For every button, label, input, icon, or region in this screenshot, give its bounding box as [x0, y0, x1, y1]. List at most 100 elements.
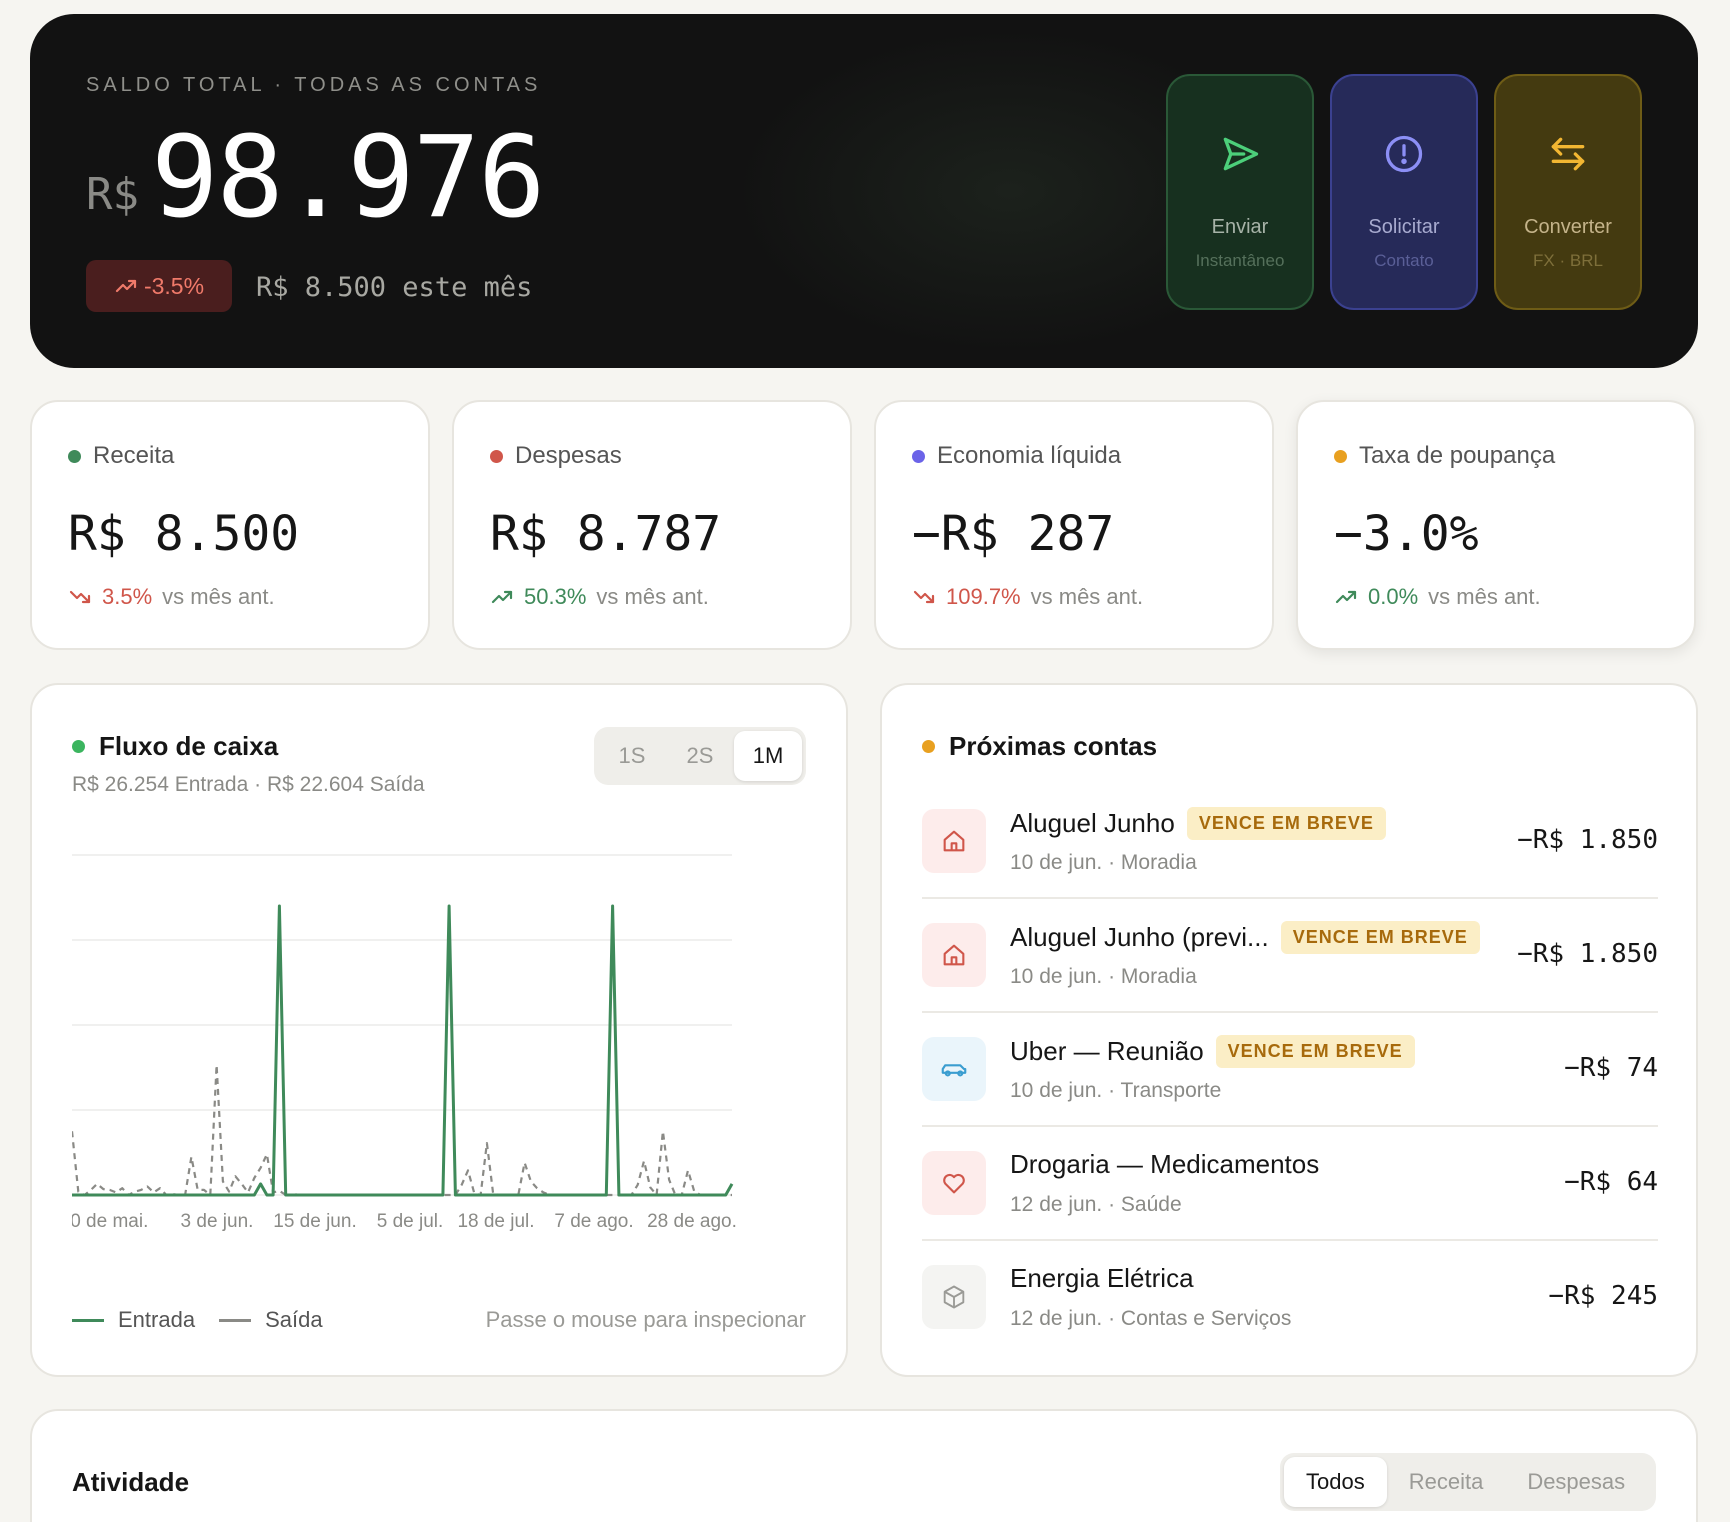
x-tick-label: 15 de jun. — [273, 1211, 356, 1232]
heart-icon — [943, 1173, 965, 1194]
stat-value: R$ 8.500 — [68, 506, 300, 562]
legend-entrada-swatch — [72, 1318, 104, 1322]
bill-item[interactable]: Uber — Reunião VENCE EM BREVE 10 de jun. … — [922, 1013, 1658, 1127]
trend-up-icon — [491, 590, 513, 604]
activity-card: Atividade Todos Receita Despesas — [30, 1409, 1698, 1522]
box-icon — [943, 1285, 965, 1309]
balance-value: 98.976 — [150, 113, 546, 243]
legend-saida: Saída — [265, 1307, 323, 1332]
legend-saida-swatch — [219, 1318, 252, 1322]
range-2s[interactable]: 2S — [686, 743, 714, 768]
stat-value: R$ 8.787 — [490, 506, 722, 562]
bill-meta: 12 de jun. · Contas e Serviços — [1010, 1307, 1292, 1330]
bill-item[interactable]: Drogaria — Medicamentos 12 de jun. · Saú… — [922, 1127, 1658, 1241]
receita-dot — [68, 449, 81, 463]
upcoming-bills-card: Próximas contas Aluguel Junho VENCE EM BR… — [880, 683, 1698, 1377]
stat-label: Economia líquida — [937, 442, 1122, 469]
stat-label: Despesas — [515, 442, 622, 469]
send-sub: Instantâneo — [1195, 251, 1285, 270]
trend-down-icon — [913, 590, 935, 604]
request-button[interactable]: Solicitar Contato — [1330, 74, 1478, 310]
send-button[interactable]: Enviar Instantâneo — [1166, 74, 1314, 310]
bill-name: Uber — Reunião — [1010, 1036, 1204, 1066]
send-label: Enviar — [1211, 216, 1269, 238]
bills-title: Próximas contas — [949, 731, 1158, 761]
stat-card-poupanca: Taxa de poupança −3.0% 0.0% vs mês ant. — [1296, 400, 1696, 650]
stat-change: 3.5% — [102, 584, 153, 609]
x-tick-label: 10 de mai. — [72, 1211, 148, 1232]
filter-despesas[interactable]: Despesas — [1527, 1469, 1626, 1494]
car-icon — [941, 1064, 967, 1077]
range-selector: 1S 2S 1M — [594, 727, 806, 785]
request-label: Solicitar — [1368, 216, 1440, 238]
bill-amount: −R$ 1.850 — [1517, 939, 1658, 969]
activity-filter: Todos Receita Despesas — [1280, 1453, 1656, 1511]
stat-label: Taxa de poupança — [1359, 442, 1556, 469]
stat-value: −R$ 287 — [912, 506, 1115, 562]
range-1s[interactable]: 1S — [618, 743, 646, 768]
stat-change: 0.0% — [1368, 584, 1419, 609]
due-soon-badge: VENCE EM BREVE — [1186, 807, 1386, 840]
stat-value: −3.0% — [1334, 506, 1479, 562]
balance-hero: SALDO TOTAL · TODAS AS CONTAS R$ 98.976 … — [30, 14, 1698, 368]
stat-card-despesas: Despesas R$ 8.787 50.3% vs mês ant. — [452, 400, 852, 650]
filter-receita[interactable]: Receita — [1408, 1469, 1484, 1494]
stat-label: Receita — [93, 442, 175, 469]
stat-card-economia: Economia líquida −R$ 287 109.7% vs mês a… — [874, 400, 1274, 650]
series-line-entrada — [72, 904, 734, 1197]
bill-meta: 10 de jun. · Moradia — [1010, 965, 1197, 988]
stat-vs: vs mês ant. — [596, 584, 709, 609]
despesas-dot — [490, 449, 503, 463]
bill-name: Aluguel Junho (previ... — [1010, 922, 1269, 952]
x-tick-label: 3 de jun. — [181, 1211, 254, 1232]
activity-title: Atividade — [72, 1467, 190, 1497]
cashflow-title: Fluxo de caixa — [99, 731, 279, 761]
bill-item[interactable]: Aluguel Junho (previ... VENCE EM BREVE 10… — [922, 899, 1658, 1013]
alert-circle-icon — [1385, 135, 1423, 173]
x-tick-label: 28 de ago. — [647, 1211, 737, 1232]
due-soon-badge: VENCE EM BREVE — [1280, 921, 1480, 954]
economia-dot — [912, 449, 925, 463]
series-line-saída — [72, 1063, 732, 1197]
filter-todos[interactable]: Todos — [1284, 1457, 1387, 1507]
bill-meta: 10 de jun. · Moradia — [1010, 851, 1197, 874]
x-tick-label: 5 de jul. — [377, 1211, 444, 1232]
stat-vs: vs mês ant. — [1030, 584, 1144, 609]
balance-label: SALDO TOTAL · TODAS AS CONTAS — [86, 74, 542, 96]
cashflow-subtitle: R$ 26.254 Entrada · R$ 22.604 Saída — [72, 773, 425, 796]
stat-vs: vs mês ant. — [1428, 584, 1541, 609]
x-tick-label: 18 de jul. — [457, 1211, 534, 1232]
convert-button[interactable]: Converter FX · BRL — [1494, 74, 1642, 310]
chart-legend: Entrada Saída — [72, 1307, 323, 1333]
bill-amount: −R$ 64 — [1564, 1167, 1658, 1197]
bill-meta: 10 de jun. · Transporte — [1010, 1079, 1222, 1102]
bill-item[interactable]: Aluguel Junho VENCE EM BREVE 10 de jun. ·… — [922, 785, 1658, 899]
balance-change-badge: -3.5% — [86, 260, 232, 312]
range-1m[interactable]: 1M — [734, 731, 802, 781]
bill-amount: −R$ 245 — [1548, 1281, 1658, 1311]
bill-amount: −R$ 1.850 — [1517, 825, 1658, 855]
trend-down-icon — [69, 590, 91, 604]
cashflow-dot — [72, 740, 85, 753]
x-tick-label: 7 de ago. — [554, 1211, 633, 1232]
balance-currency: R$ — [86, 169, 139, 220]
cashflow-chart[interactable]: 10 de mai. 3 de jun. 15 de jun. 5 de jul. 18… — [72, 835, 812, 1285]
stat-vs: vs mês ant. — [162, 584, 275, 609]
home-icon — [943, 944, 965, 966]
balance-amount: R$ 98.976 — [86, 113, 546, 243]
trend-up-icon — [1335, 590, 1357, 604]
bills-dot — [922, 740, 935, 753]
send-icon — [1223, 137, 1259, 171]
bill-name: Energia Elétrica — [1010, 1263, 1194, 1293]
poupanca-dot — [1334, 449, 1347, 463]
bill-name: Drogaria — Medicamentos — [1010, 1149, 1320, 1179]
bill-item[interactable]: Energia Elétrica 12 de jun. · Contas e S… — [922, 1241, 1658, 1355]
legend-entrada: Entrada — [118, 1307, 196, 1332]
stat-card-receita: Receita R$ 8.500 3.5% vs mês ant. — [30, 400, 430, 650]
trend-up-icon — [115, 279, 137, 293]
chart-hint: Passe o mouse para inspecionar — [485, 1307, 806, 1332]
stat-change: 109.7% — [946, 584, 1021, 609]
home-icon — [943, 830, 965, 852]
balance-month-text: R$ 8.500 este mês — [256, 272, 533, 303]
bill-meta: 12 de jun. · Saúde — [1010, 1193, 1182, 1216]
